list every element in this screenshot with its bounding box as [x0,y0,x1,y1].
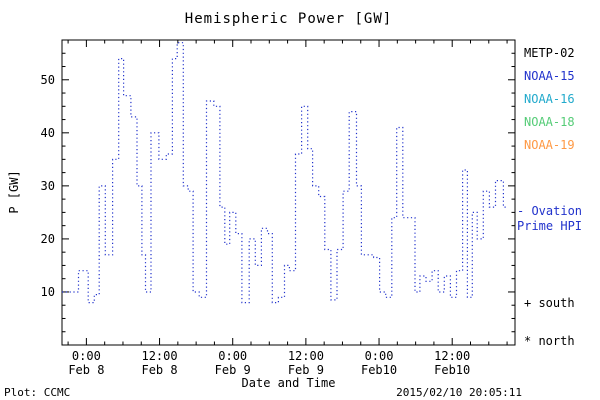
chart-title: Hemispheric Power [GW] [184,11,393,27]
plot-timestamp: 2015/02/10 20:05:11 [396,386,522,399]
x-tick-time-label: 12:00 [288,349,324,363]
x-tick-date-label: Feb 9 [288,363,324,377]
x-tick-date-label: Feb10 [361,363,397,377]
legend-noaa-16: NOAA-16 [524,92,575,106]
x-tick-date-label: Feb 9 [215,363,251,377]
x-tick-time-label: 12:00 [434,349,470,363]
plot-source: Plot: CCMC [4,386,71,399]
legend-noaa-19: NOAA-19 [524,138,575,152]
x-tick-date-label: Feb 8 [141,363,177,377]
south-marker-label: + south [524,296,575,310]
satellite-legend: METP-02 NOAA-15 NOAA-16 NOAA-18 NOAA-19 [524,42,575,157]
y-tick-label: 40 [41,126,55,140]
x-tick-time-label: 0:00 [218,349,247,363]
y-tick-label: 50 [41,73,55,87]
north-marker-label: * north [524,334,575,348]
y-tick-label: 30 [41,179,55,193]
ovation-prime-label: - Ovation Prime HPI [517,204,583,233]
legend-metp-02: METP-02 [524,46,575,60]
y-tick-label: 20 [41,232,55,246]
x-tick-time-label: 12:00 [141,349,177,363]
axis-box [61,39,516,346]
legend-noaa-18: NOAA-18 [524,115,575,129]
x-tick-date-label: Feb 8 [68,363,104,377]
legend-noaa-15: NOAA-15 [524,69,575,83]
x-tick-date-label: Feb10 [434,363,470,377]
x-tick-time-label: 0:00 [365,349,394,363]
x-axis-label: Date and Time [241,376,336,390]
x-tick-time-label: 0:00 [72,349,101,363]
y-tick-label: 10 [41,285,55,299]
hpi-step-line [62,42,509,304]
